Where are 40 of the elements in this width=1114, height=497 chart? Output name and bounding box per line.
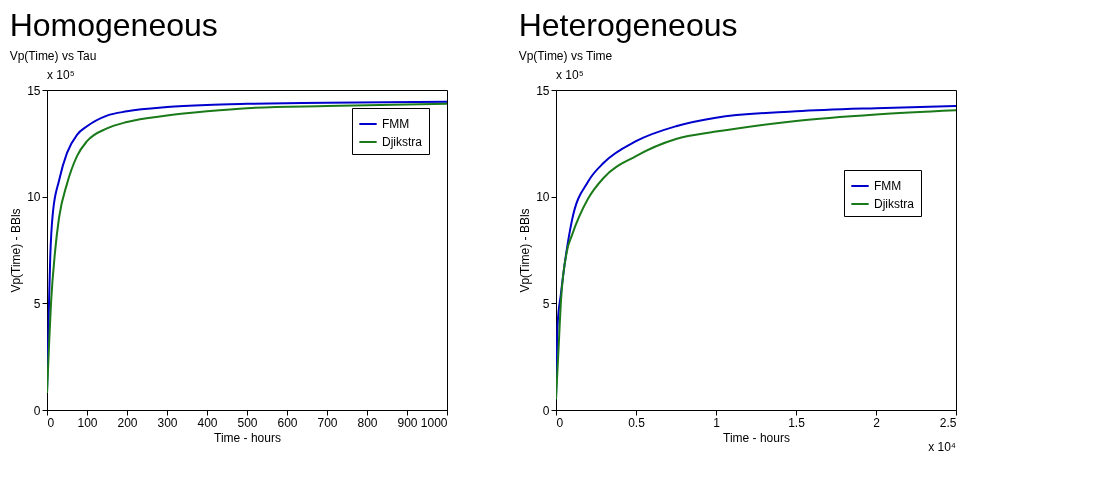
y-axis-title: Vp(Time) - BBls bbox=[518, 208, 533, 293]
chart-subtitle: Vp(Time) vs Time bbox=[518, 49, 613, 63]
x-tick-label: 0 bbox=[47, 415, 55, 430]
text: x 10⁵ bbox=[47, 68, 75, 82]
chart-title: Homogeneous bbox=[9, 7, 218, 43]
x-tick-label: 400 bbox=[197, 415, 218, 430]
legend-label: Djikstra bbox=[874, 197, 915, 211]
x-tick-label: 100 bbox=[77, 415, 98, 430]
y-tick-label: 15 bbox=[27, 83, 41, 98]
x-tick-label: 1000 bbox=[420, 415, 448, 430]
chart-subtitle: Vp(Time) vs Tau bbox=[9, 49, 97, 63]
x-tick-label: 800 bbox=[357, 415, 378, 430]
x-axis-title: Time - hours bbox=[723, 430, 790, 445]
y-tick-label: 5 bbox=[542, 296, 550, 311]
text: x 10⁵ bbox=[556, 68, 584, 82]
y-tick-label: 15 bbox=[536, 83, 550, 98]
legend-label: FMM bbox=[874, 179, 902, 193]
chart-title: Heterogeneous bbox=[518, 7, 738, 43]
y-tick-label: 10 bbox=[536, 190, 550, 205]
x-tick-label: 1.5 bbox=[788, 415, 806, 430]
legend-label: Djikstra bbox=[382, 135, 423, 149]
x-tick-label: 200 bbox=[117, 415, 138, 430]
x-tick-label: 0.5 bbox=[628, 415, 646, 430]
y-tick-label: 0 bbox=[542, 403, 550, 418]
x-axis-title: Time - hours bbox=[214, 430, 281, 445]
x-tick-label: 300 bbox=[157, 415, 178, 430]
y-axis-title: Vp(Time) - BBls bbox=[9, 208, 24, 293]
y-tick-label: 10 bbox=[27, 190, 41, 205]
x-tick-label: 0 bbox=[556, 415, 564, 430]
x-tick-label: 2.5 bbox=[939, 415, 957, 430]
y-tick-label: 5 bbox=[33, 296, 41, 311]
y-tick-label: 0 bbox=[33, 403, 41, 418]
x-tick-label: 700 bbox=[317, 415, 338, 430]
legend-label: FMM bbox=[382, 117, 410, 131]
x-tick-label: 600 bbox=[277, 415, 298, 430]
x-tick-label: 1 bbox=[713, 415, 721, 430]
x-tick-label: 2 bbox=[873, 415, 881, 430]
text: x 10⁴ bbox=[928, 440, 956, 454]
x-tick-label: 500 bbox=[237, 415, 258, 430]
x-tick-label: 900 bbox=[397, 415, 418, 430]
